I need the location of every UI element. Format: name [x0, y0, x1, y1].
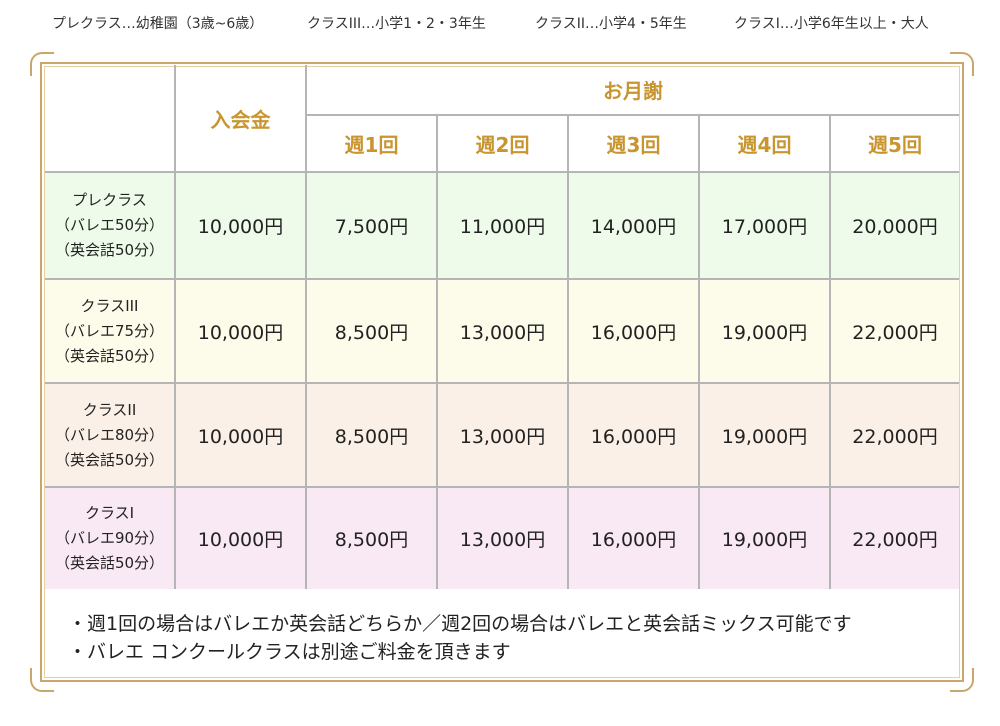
row-label: クラスII （バレエ80分） （英会話50分） — [45, 382, 176, 488]
price-cell: 8,500円 — [305, 278, 438, 384]
class-name: クラスIII — [80, 296, 139, 315]
english-duration: （英会話50分） — [54, 241, 165, 259]
price-cell: 13,000円 — [436, 486, 569, 589]
enrollment-fee-cell: 10,000円 — [174, 486, 307, 589]
frame-corner-ornament — [950, 668, 974, 692]
price-cell: 16,000円 — [567, 382, 700, 488]
week-header: 週2回 — [436, 114, 569, 173]
week-header: 週5回 — [828, 114, 960, 173]
price-cell: 11,000円 — [436, 171, 569, 280]
frame-outer-border — [40, 62, 964, 682]
price-cell: 16,000円 — [567, 486, 700, 589]
table-row-class-2: クラスII （バレエ80分） （英会話50分） 10,000円 8,500円 1… — [45, 382, 960, 488]
row-label: プレクラス （バレエ50分） （英会話50分） — [45, 171, 176, 280]
notes: ・週1回の場合はバレエか英会話どちらか／週2回の場合はバレエと英会話ミックス可能… — [68, 610, 852, 666]
english-duration: （英会話50分） — [54, 450, 165, 469]
price-cell: 20,000円 — [828, 171, 960, 280]
price-table: 入会金 お月謝 週1回 週2回 週3回 週4回 週5回 プレクラス （バレエ50… — [45, 65, 960, 589]
table-row-class-3: クラスIII （バレエ75分） （英会話50分） 10,000円 8,500円 … — [45, 278, 960, 384]
price-cell: 13,000円 — [436, 278, 569, 384]
note-line: ・週1回の場合はバレエか英会話どちらか／週2回の場合はバレエと英会話ミックス可能… — [68, 613, 852, 635]
ballet-duration: （バレエ80分） — [54, 425, 165, 444]
price-cell: 8,500円 — [305, 486, 438, 589]
legend-class-2: クラスII…小学4・5年生 — [535, 16, 687, 32]
enrollment-fee-header: 入会金 — [174, 65, 307, 173]
legend-pre-class: プレクラス…幼稚園（3歳~6歳） — [52, 16, 264, 32]
class-name: クラスII — [82, 400, 137, 419]
legend-class-1: クラスI…小学6年生以上・大人 — [734, 16, 929, 32]
week-header: 週1回 — [305, 114, 438, 173]
row-label: クラスIII （バレエ75分） （英会話50分） — [45, 278, 176, 384]
table-corner-empty — [45, 65, 176, 173]
price-cell: 7,500円 — [305, 171, 438, 280]
price-cell: 22,000円 — [828, 382, 960, 488]
class-legend: プレクラス…幼稚園（3歳~6歳） クラスIII…小学1・2・3年生 クラスII…… — [0, 13, 1000, 37]
price-cell: 22,000円 — [828, 278, 960, 384]
price-cell: 17,000円 — [698, 171, 831, 280]
ballet-duration: （バレエ90分） — [54, 529, 165, 547]
class-name: クラスI — [84, 504, 135, 522]
price-cell: 19,000円 — [698, 382, 831, 488]
english-duration: （英会話50分） — [54, 346, 165, 365]
ballet-duration: （バレエ50分） — [54, 216, 165, 234]
table-row-class-1: クラスI （バレエ90分） （英会話50分） 10,000円 8,500円 13… — [45, 486, 960, 589]
table-row-pre-class: プレクラス （バレエ50分） （英会話50分） 10,000円 7,500円 1… — [45, 171, 960, 280]
frame-corner-ornament — [30, 668, 54, 692]
price-cell: 8,500円 — [305, 382, 438, 488]
price-cell: 22,000円 — [828, 486, 960, 589]
price-cell: 19,000円 — [698, 278, 831, 384]
price-cell: 19,000円 — [698, 486, 831, 589]
class-name: プレクラス — [72, 191, 147, 209]
week-header: 週4回 — [698, 114, 831, 173]
frame-corner-ornament — [30, 52, 54, 76]
enrollment-fee-cell: 10,000円 — [174, 278, 307, 384]
enrollment-fee-cell: 10,000円 — [174, 382, 307, 488]
monthly-fee-header: お月謝 — [304, 65, 960, 116]
price-cell: 16,000円 — [567, 278, 700, 384]
english-duration: （英会話50分） — [54, 554, 165, 572]
week-header: 週3回 — [567, 114, 700, 173]
price-cell: 13,000円 — [436, 382, 569, 488]
row-label: クラスI （バレエ90分） （英会話50分） — [45, 486, 176, 589]
note-line: ・バレエ コンクールクラスは別途ご料金を頂きます — [68, 641, 511, 663]
price-cell: 14,000円 — [567, 171, 700, 280]
frame-corner-ornament — [950, 52, 974, 76]
ballet-duration: （バレエ75分） — [54, 321, 165, 340]
legend-class-3: クラスIII…小学1・2・3年生 — [307, 16, 486, 32]
enrollment-fee-cell: 10,000円 — [174, 171, 307, 280]
